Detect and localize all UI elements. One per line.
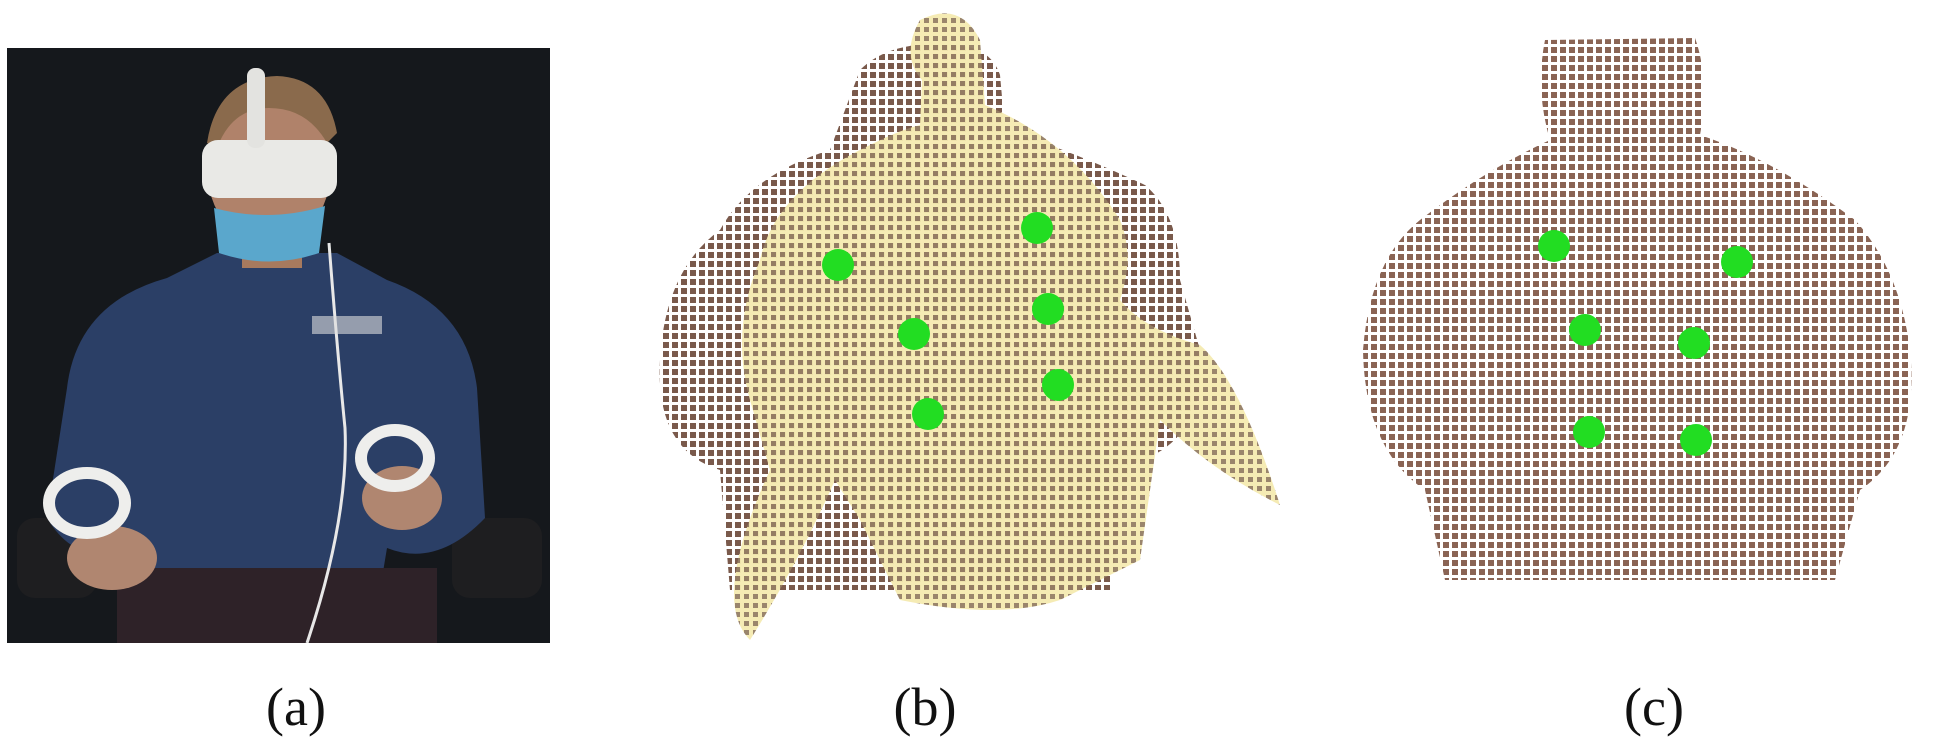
caption-b: (b) xyxy=(893,677,957,737)
marker-group-b xyxy=(822,212,1074,430)
panel-a-photo xyxy=(7,48,550,643)
marker-group-c xyxy=(1538,230,1753,456)
panel-b-pointcloud-mesh xyxy=(600,0,1290,650)
caption-a: (a) xyxy=(266,677,326,737)
panel-c-pointcloud xyxy=(1335,20,1935,600)
caption-c: (c) xyxy=(1624,677,1684,737)
